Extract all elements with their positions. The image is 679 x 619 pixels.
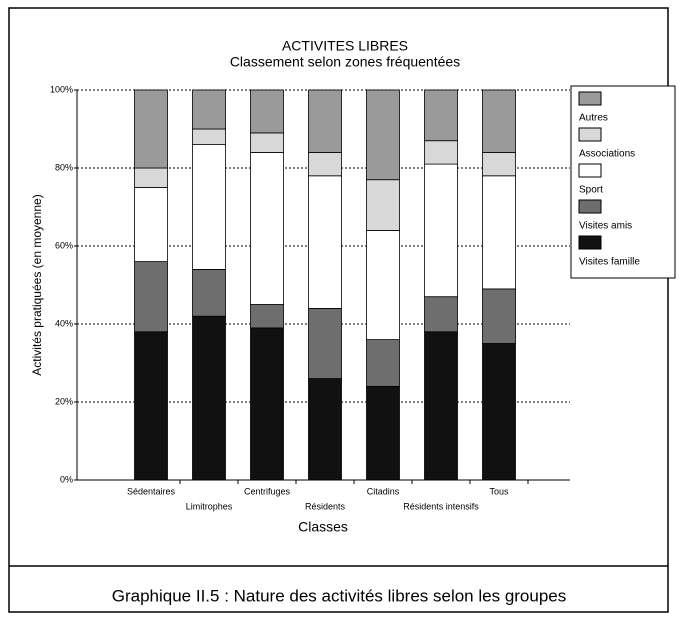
bar-segment [250,304,284,329]
legend-label: Visites famille [579,257,640,268]
bar-segment [192,268,226,317]
bar-segment [482,288,516,344]
bar-segment [250,151,284,305]
bar-segment [308,151,342,177]
x-tick-label: Résidents [305,501,346,511]
bar-segment [250,132,284,153]
bar-segment [308,175,342,309]
y-tick-label: 60% [55,240,73,250]
y-tick-label: 100% [50,84,73,94]
bar-segment [134,187,168,262]
bar-segment [250,327,284,481]
bar-segment [192,144,226,270]
bar-segment [308,89,342,153]
legend-label: Sport [579,185,603,196]
legend-label: Visites amis [579,221,632,232]
x-axis-label: Classes [298,519,348,535]
legend-label: Associations [579,149,635,160]
legend-swatch [578,127,602,142]
y-tick-label: 0% [60,474,73,484]
y-tick-label: 40% [55,318,73,328]
bar-segment [192,89,226,130]
x-tick-label: Limitrophes [186,501,233,511]
bar-segment [424,89,458,142]
bar-segment [482,89,516,153]
bar-segment [424,296,458,333]
legend-swatch [578,235,602,250]
bar-segment [134,167,168,188]
y-tick-label: 80% [55,162,73,172]
caption: Graphique II.5 : Nature des activités li… [112,586,567,605]
bar-segment [308,378,342,481]
legend-swatch [578,163,602,178]
bar-segment [134,261,168,333]
bar-segment [424,331,458,481]
bar-segment [482,175,516,290]
bar-segment [134,331,168,481]
legend-swatch [578,199,602,214]
bar-segment [366,385,400,481]
legend-swatch [578,91,602,106]
x-tick-label: Sédentaires [127,486,176,496]
x-tick-label: Citadins [367,486,400,496]
frame [8,7,669,613]
bar-segment [424,140,458,165]
x-tick-label: Tous [489,486,509,496]
bar-segment [192,128,226,146]
x-tick-label: Résidents intensifs [403,501,479,511]
x-tick-label: Centrifuges [244,486,291,496]
chart-subtitle: Classement selon zones fréquentées [230,54,460,70]
bar-segment [192,315,226,481]
bar-segment [134,89,168,169]
bar-segment [366,229,400,340]
bar-segment [482,343,516,481]
y-tick-label: 20% [55,396,73,406]
bar-segment [366,179,400,231]
legend-label: Autres [579,113,608,124]
bar-segment [424,163,458,298]
bar-segment [366,89,400,181]
y-axis-label: Activités pratiquées (en moyenne) [30,194,44,375]
bar-segment [366,339,400,387]
bar-segment [482,151,516,177]
bar-segment [308,307,342,379]
bar-segment [250,89,284,134]
chart-title: ACTIVITES LIBRES [282,38,408,54]
